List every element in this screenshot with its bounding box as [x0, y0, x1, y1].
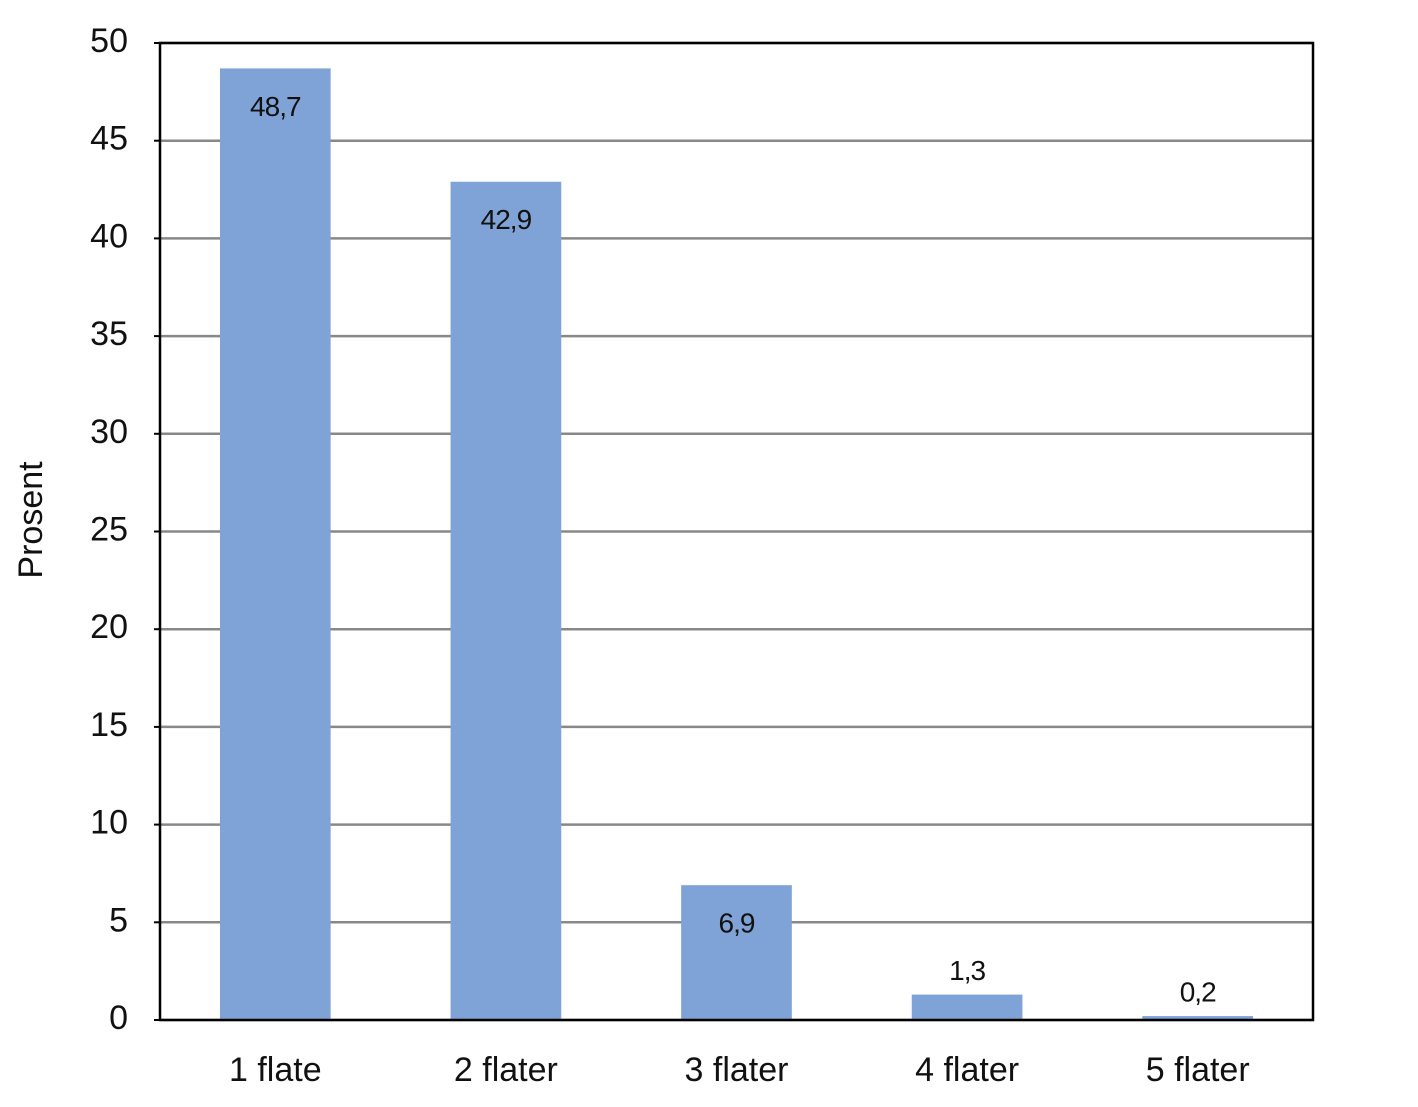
bar [219, 68, 331, 1021]
y-tick-label: 40 [90, 217, 128, 255]
value-label: 0,2 [1180, 976, 1216, 1007]
value-label: 6,9 [719, 908, 755, 939]
x-tick-label: 3 flater [685, 1051, 789, 1089]
y-tick-label: 25 [90, 510, 128, 548]
x-tick-label: 2 flater [454, 1051, 558, 1089]
y-tick-label: 0 [109, 999, 128, 1037]
y-tick-label: 10 [90, 804, 128, 842]
bar [450, 181, 562, 1020]
x-tick-label: 5 flater [1146, 1051, 1250, 1089]
value-label: 42,9 [481, 204, 532, 235]
value-label: 1,3 [949, 955, 985, 986]
y-tick-label: 5 [109, 901, 128, 939]
bar [681, 885, 792, 1020]
value-label: 48,7 [250, 91, 301, 122]
x-tick-label: 1 flate [229, 1051, 322, 1089]
y-tick-label: 45 [90, 120, 128, 158]
y-tick-label: 30 [90, 413, 128, 451]
x-tick-label: 4 flater [915, 1051, 1019, 1089]
y-tick-label: 20 [90, 608, 128, 646]
plot-frame [158, 41, 1315, 1022]
y-tick-label: 15 [90, 706, 128, 744]
bar [1142, 1016, 1254, 1020]
y-tick-label: 35 [90, 315, 128, 353]
y-tick-label: 50 [90, 22, 128, 60]
y-axis-label: Prosent [12, 461, 50, 579]
bar [911, 994, 1023, 1020]
